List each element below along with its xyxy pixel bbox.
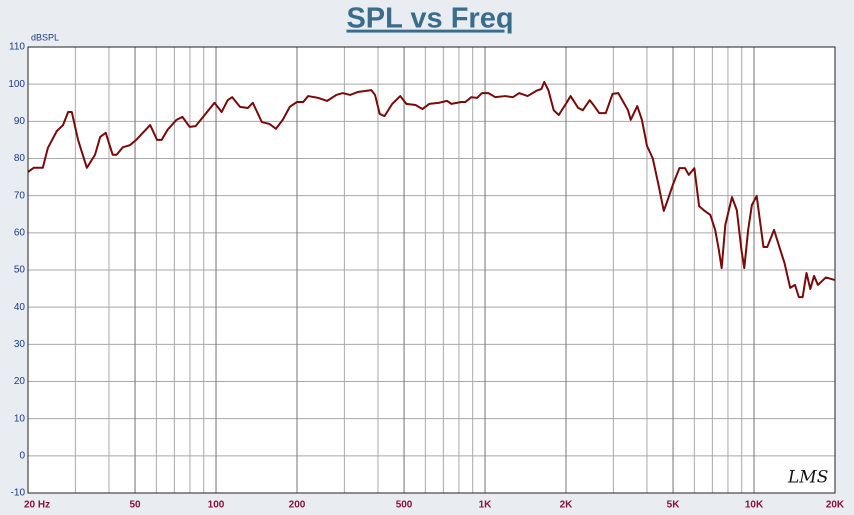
y-tick-label: 40 [14,302,26,313]
y-tick-label: 50 [14,265,26,276]
y-tick-label: 10 [14,413,26,424]
x-tick-label: 5K [667,500,681,511]
x-tick-label: 100 [208,500,225,511]
y-tick-label: 0 [19,450,25,461]
y-tick-label: 100 [8,79,25,90]
x-tick-label: 1K [479,500,493,511]
y-axis-label: dBSPL [31,32,59,42]
y-tick-label: 90 [14,116,26,127]
marks [27,80,836,299]
y-tick-label: 60 [14,227,26,238]
chart-title: SPL vs Freq [346,3,513,35]
y-tick-label: 20 [14,376,26,387]
x-tick-label: 500 [396,500,413,511]
x-tick-label: 2K [560,500,574,511]
x-tick-label: 200 [289,500,306,511]
x-tick-label: 20 Hz [24,500,50,511]
y-tick-label: 70 [14,190,26,201]
line-series [27,80,836,299]
plot-border [27,46,836,494]
x-tick-label: 20K [826,500,845,511]
annotation: LMS [787,468,828,488]
y-tick-label: 30 [14,339,26,350]
y-tick-label: 80 [14,153,26,164]
y-tick-label: -10 [11,488,26,499]
y-tick-label: 110 [9,42,25,53]
x-tick-label: 50 [129,500,141,511]
x-tick-label: 10K [745,500,764,511]
